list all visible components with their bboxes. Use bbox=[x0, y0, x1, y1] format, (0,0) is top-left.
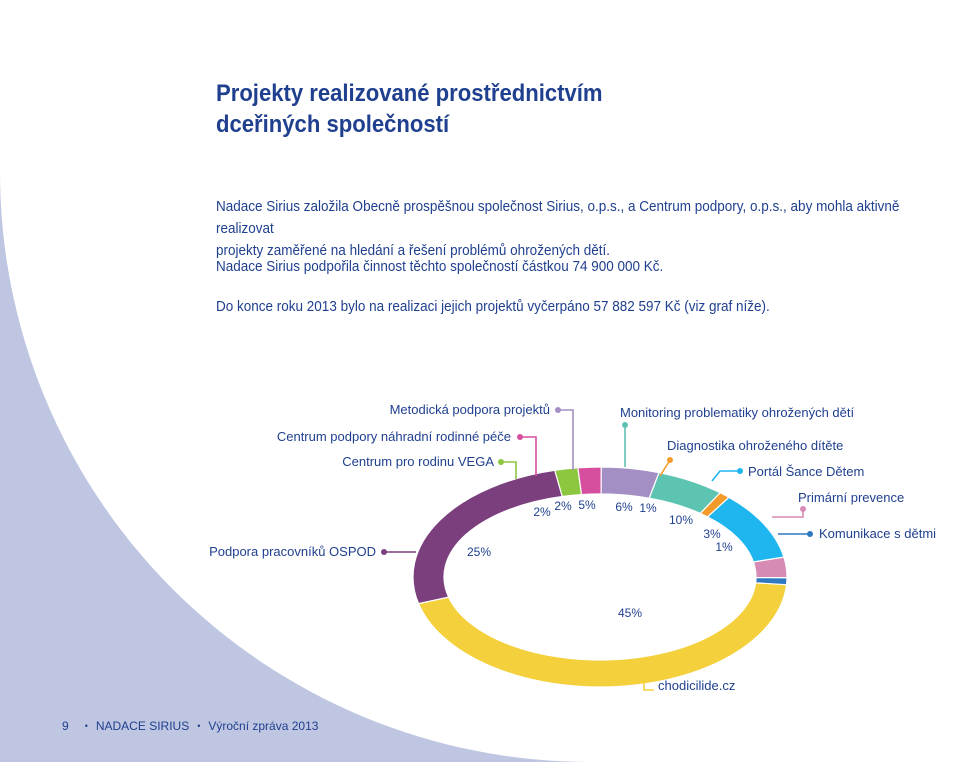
slice-centrum-podpory-nahradni-rodinne-pece bbox=[577, 466, 602, 496]
leader-dot-komunikace-s-detmi bbox=[807, 531, 813, 537]
leader-line-primarni-prevence bbox=[772, 509, 804, 518]
leader-dot-monitoring-problematiky-ohrozenych-deti bbox=[622, 422, 628, 428]
category-label-portal-sance-detem: Portál Šance Dětem bbox=[748, 464, 864, 479]
leader-line-metodicka-podpora-projektu bbox=[558, 409, 574, 470]
footer-report: Výroční zpráva 2013 bbox=[208, 719, 319, 733]
value-label-centrum-pro-rodinu-vega: 2% bbox=[533, 505, 551, 519]
category-label-monitoring-problematiky-ohrozenych-deti: Monitoring problematiky ohrožených dětí bbox=[620, 405, 855, 420]
leader-dot-chodicilide-cz bbox=[641, 665, 647, 671]
leader-dot-centrum-podpory-nahradni-rodinne-pece bbox=[517, 434, 523, 440]
value-label-portal-sance-detem: 10% bbox=[669, 513, 693, 527]
leader-dot-podpora-pracovniku-ospod bbox=[381, 549, 387, 555]
leader-dot-centrum-pro-rodinu-vega bbox=[498, 459, 504, 465]
bullet-separator: • bbox=[84, 721, 88, 731]
slice-chodicilide-cz bbox=[417, 582, 788, 688]
footer-organization: NADACE SIRIUS bbox=[95, 719, 190, 733]
leader-lines bbox=[381, 407, 813, 691]
leader-dot-diagnostika-ohrozeneho-ditete bbox=[667, 457, 673, 463]
slice-podpora-pracovniku-ospod bbox=[412, 469, 564, 605]
value-label-komunikace-s-detmi: 1% bbox=[715, 540, 733, 554]
value-label-monitoring-problematiky-ohrozenych-deti: 6% bbox=[615, 500, 633, 514]
value-label-centrum-podpory-nahradni-rodinne-pece: 2% bbox=[554, 499, 572, 513]
intro-paragraph-line2: projekty zaměřené na hledání a řešení pr… bbox=[216, 242, 610, 259]
category-label-centrum-podpory-nahradni-rodinne-pece: Centrum podpory náhradní rodinné péče bbox=[277, 429, 511, 444]
leader-line-centrum-pro-rodinu-vega bbox=[501, 461, 517, 479]
category-label-podpora-pracovniku-ospod: Podpora pracovníků OSPOD bbox=[209, 544, 376, 559]
category-label-komunikace-s-detmi: Komunikace s dětmi bbox=[819, 526, 936, 541]
value-label-diagnostika-ohrozeneho-ditete: 1% bbox=[639, 501, 657, 515]
spending-paragraph: Do konce roku 2013 bylo na realizaci jej… bbox=[216, 298, 770, 315]
page-title-line2: dceřiných společností bbox=[216, 111, 450, 138]
leader-line-centrum-podpory-nahradni-rodinne-pece bbox=[520, 436, 537, 476]
page-number: 9 bbox=[62, 719, 69, 733]
intro-paragraph-line1: Nadace Sirius založila Obecně prospěšnou… bbox=[216, 198, 900, 237]
page-footer: 9 • NADACE SIRIUS • Výroční zpráva 2013 bbox=[62, 719, 318, 733]
leader-dot-metodicka-podpora-projektu bbox=[555, 407, 561, 413]
page-title-line1: Projekty realizované prostřednictvím bbox=[216, 80, 603, 107]
funding-paragraph: Nadace Sirius podpořila činnost těchto s… bbox=[216, 258, 664, 275]
chart-labels: 45%25%2% 2% 5% 6% 1%10%3%1%chodicilide.czPod… bbox=[209, 402, 936, 693]
intro-paragraph: Nadace Sirius založila Obecně prospěšnou… bbox=[216, 196, 900, 262]
category-label-metodicka-podpora-projektu: Metodická podpora projektů bbox=[390, 402, 550, 417]
leader-dot-portal-sance-detem bbox=[737, 468, 743, 474]
slice-metodicka-podpora-projektu bbox=[600, 466, 660, 499]
leader-line-portal-sance-detem bbox=[711, 470, 740, 482]
value-label-podpora-pracovniku-ospod: 25% bbox=[467, 545, 491, 559]
value-label-primarni-prevence: 3% bbox=[703, 527, 721, 541]
category-label-chodicilide-cz: chodicilide.cz bbox=[658, 678, 735, 693]
leader-dot-primarni-prevence bbox=[800, 506, 806, 512]
value-label-metodicka-podpora-projektu: 5% bbox=[578, 498, 596, 512]
page-title: Projekty realizované prostřednictvím dce… bbox=[216, 78, 731, 140]
slice-komunikace-s-detmi bbox=[754, 576, 788, 586]
leader-line-chodicilide-cz bbox=[643, 668, 654, 691]
donut-slices bbox=[412, 466, 788, 688]
category-label-centrum-pro-rodinu-vega: Centrum pro rodinu VEGA bbox=[342, 454, 494, 469]
leader-line-diagnostika-ohrozeneho-ditete bbox=[659, 459, 671, 477]
value-label-chodicilide-cz: 45% bbox=[618, 606, 642, 620]
category-label-diagnostika-ohrozeneho-ditete: Diagnostika ohroženého dítěte bbox=[667, 438, 843, 453]
category-label-primarni-prevence: Primární prevence bbox=[798, 490, 904, 505]
bullet-separator: • bbox=[197, 721, 201, 731]
